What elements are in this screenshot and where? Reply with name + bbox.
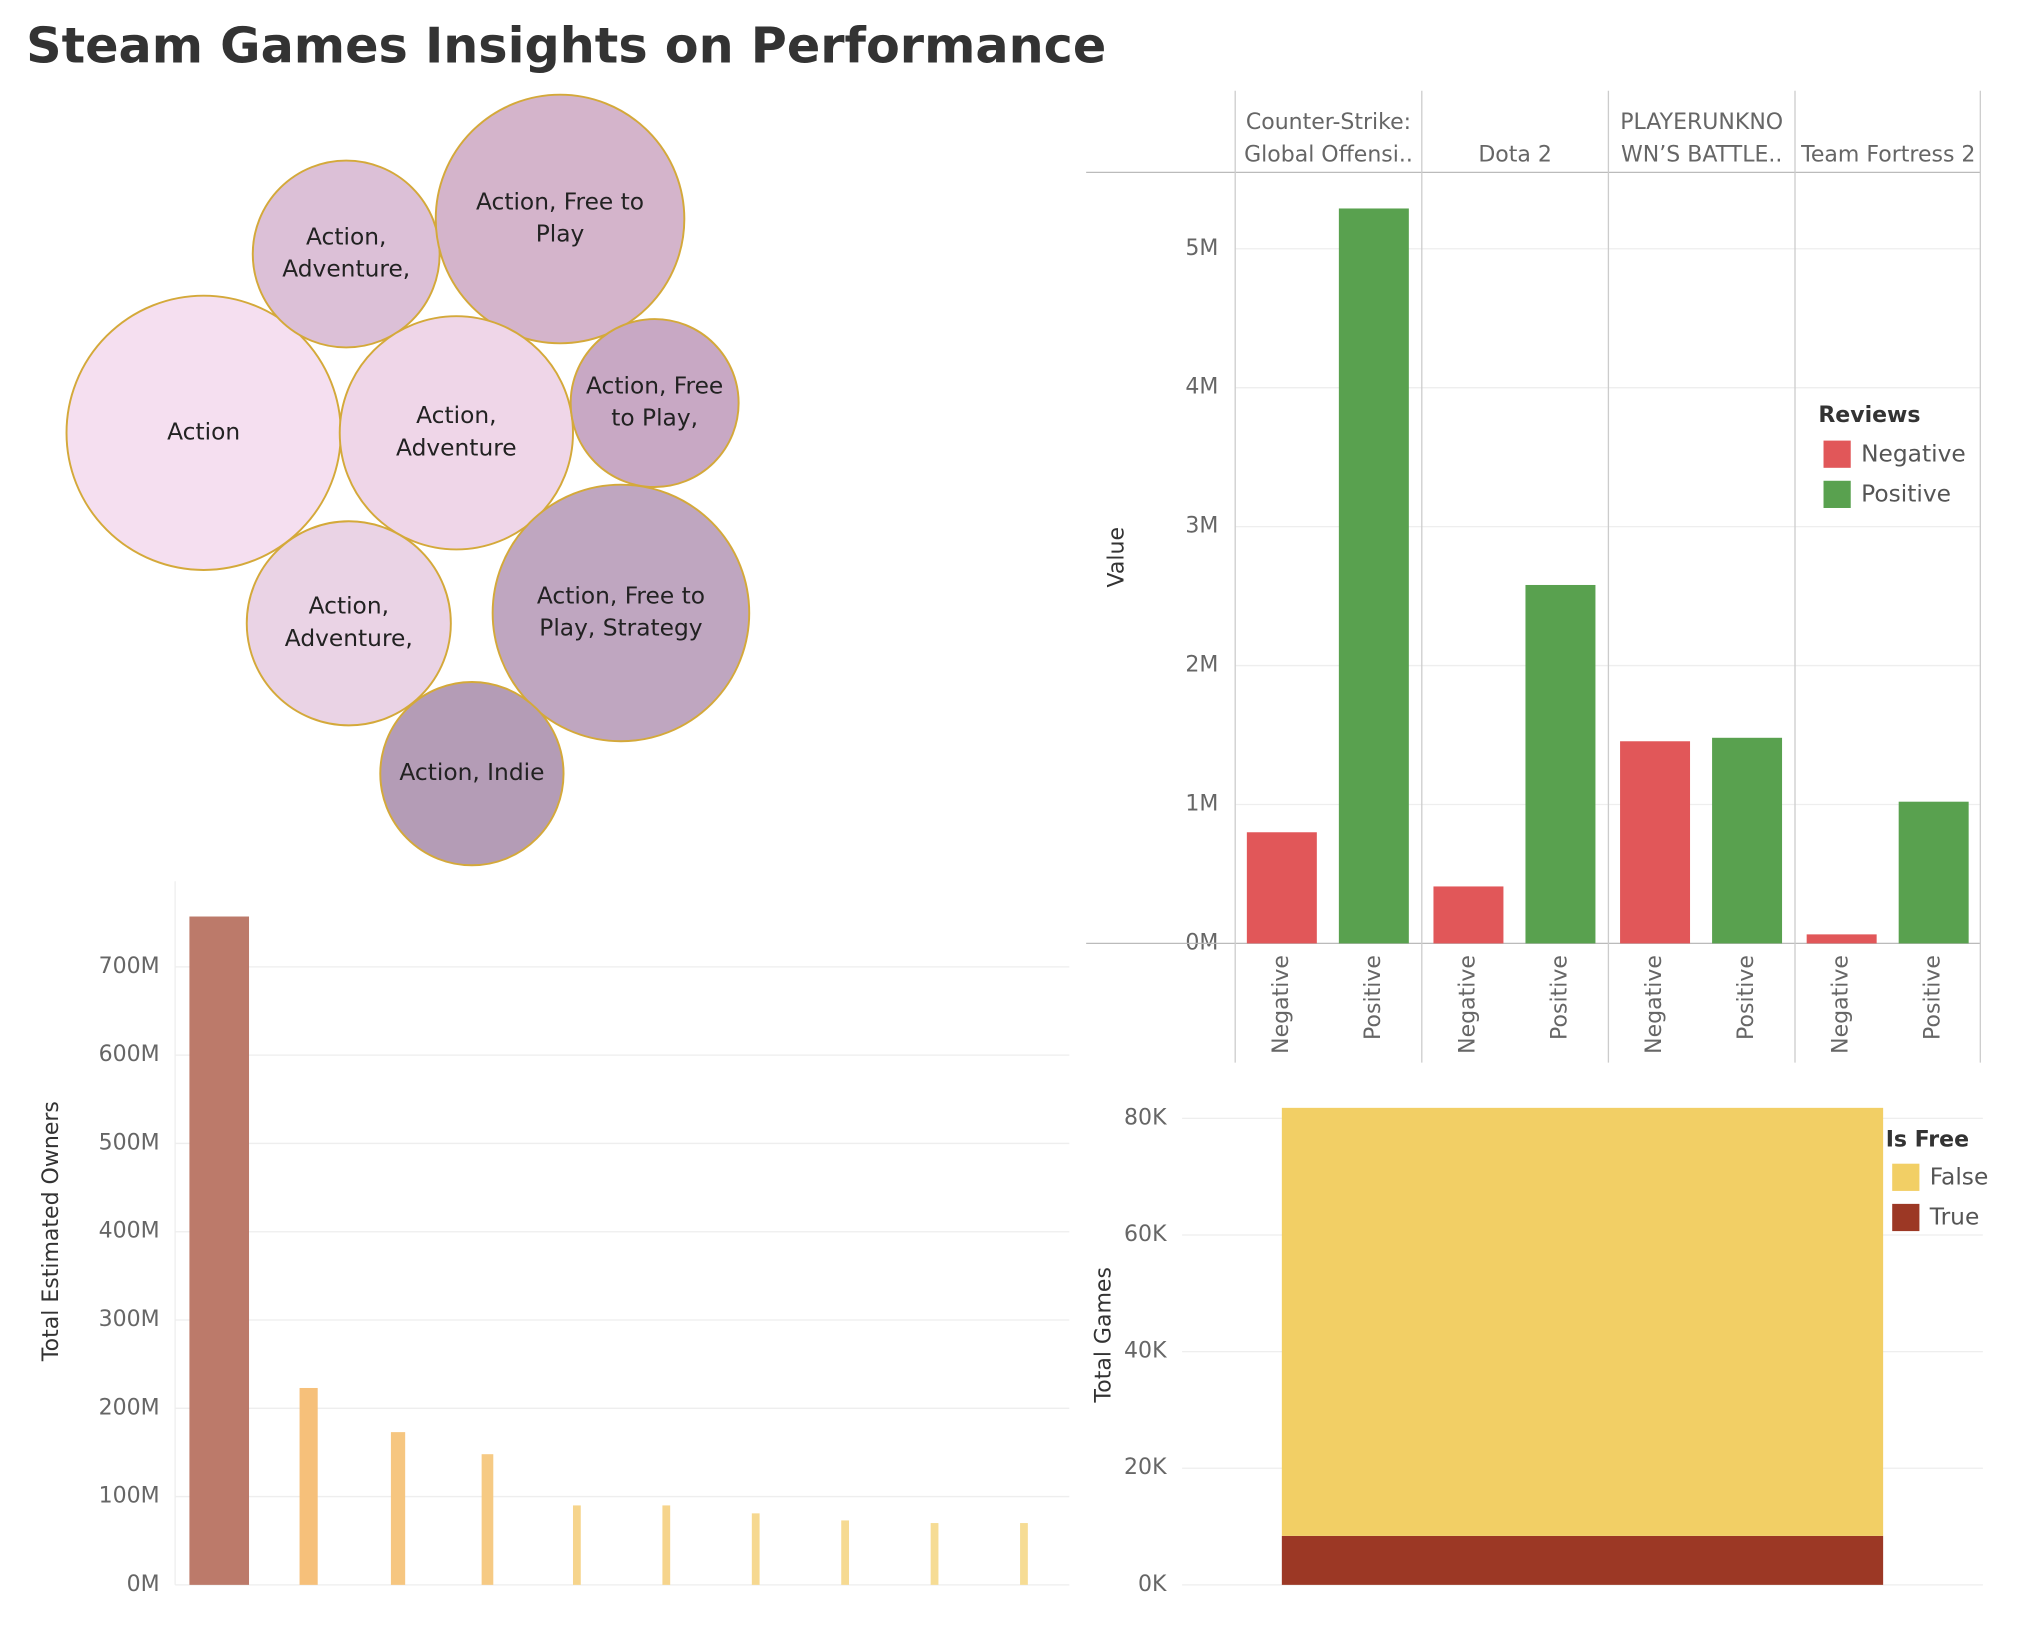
bubble-label: Action, Free [586,372,723,399]
y-tick-label: 700M [99,954,160,979]
facet-label: Team Fortress 2 [1800,143,1975,168]
bubble [569,318,740,488]
facet-label: PLAYERUNKNO [1620,110,1783,135]
bubble [491,483,751,743]
bar [299,1387,318,1585]
y-axis-label: Total Estimated Owners [39,1101,64,1362]
bubble [245,520,452,727]
legend-label: False [1930,1163,1989,1190]
legend-title: Reviews [1818,403,1920,428]
bubble-label: Action, [306,223,386,250]
bubble-label: Action, Free to [537,582,705,609]
bar [390,1432,406,1585]
x-tick-label: Positive [1921,955,1946,1040]
y-tick-label: 40K [1124,1339,1167,1364]
bar [751,1513,760,1585]
bar [572,1505,581,1585]
y-axis-label: Value [1104,527,1129,587]
bar [189,916,250,1585]
y-tick-label: 400M [99,1219,160,1244]
y-tick-label: 500M [99,1130,160,1155]
facet-label: WN’S BATTLE.. [1621,143,1782,168]
bubble-label: Action, [416,402,496,429]
y-tick-label: 0M [127,1572,160,1597]
y-tick-label: 600M [99,1042,160,1067]
bar [1020,1523,1028,1585]
bar-segment [1281,1107,1884,1536]
bar [662,1505,671,1585]
x-tick-label: Negative [1829,955,1854,1054]
y-tick-label: 5M [1185,236,1218,261]
bar [930,1523,939,1585]
bar [1246,832,1317,944]
bar [1712,737,1783,944]
dashboard-title: Steam Games Insights on Performance [26,17,1106,75]
bubble-label: Action, [309,593,389,620]
bar [1433,886,1504,944]
y-tick-label: 100M [99,1484,160,1509]
bar [1338,208,1409,944]
legend-label: Positive [1861,481,1951,508]
bubble-label: Play, Strategy [539,615,703,642]
y-tick-label: 1M [1185,791,1218,816]
facet-label: Dota 2 [1478,143,1552,168]
bar [481,1454,494,1585]
y-tick-label: 4M [1185,375,1218,400]
facet-label: Counter-Strike: [1246,110,1411,135]
x-tick-label: Positive [1547,955,1572,1040]
x-tick-label: Negative [1269,955,1294,1054]
y-axis-label: Total Games [1091,1267,1116,1403]
bar-segment [1281,1535,1884,1585]
y-tick-label: 0K [1138,1572,1167,1597]
x-tick-label: Negative [1642,955,1667,1054]
y-tick-label: 60K [1124,1222,1167,1247]
bubble-label: Adventure, [285,625,413,652]
bar [1806,934,1877,944]
bubble [338,315,574,551]
bubble [251,159,441,349]
legend-label: Negative [1861,440,1966,467]
y-tick-label: 20K [1124,1455,1167,1480]
y-tick-label: 200M [99,1395,160,1420]
x-tick-label: Negative [1455,955,1480,1054]
y-tick-label: 300M [99,1307,160,1332]
y-tick-label: 3M [1185,514,1218,539]
legend-swatch [1823,440,1851,468]
bar [1620,741,1691,944]
bubble-label: Action, Free to [476,188,644,215]
bar [841,1520,850,1585]
x-tick-label: Positive [1734,955,1759,1040]
bar [1525,584,1596,944]
bubble [379,681,565,867]
bubble-label: to Play, [611,405,698,432]
bar [1898,801,1969,944]
bubble-label: Adventure, [282,256,410,283]
legend-title: Is Free [1886,1127,1969,1152]
legend-swatch [1892,1163,1920,1191]
facet-label: Global Offensi.. [1244,143,1413,168]
legend-swatch [1823,480,1851,508]
y-tick-label: 80K [1124,1105,1167,1130]
legend-label: True [1929,1204,1980,1231]
bubble-label: Adventure [396,435,517,462]
legend-swatch [1892,1203,1920,1232]
bubble-label: Action [167,418,240,445]
bubble-label: Play [536,221,585,248]
bubble [434,93,686,345]
bubble-label: Action, Indie [399,759,544,786]
y-tick-label: 2M [1185,653,1218,678]
x-tick-label: Positive [1361,955,1386,1040]
